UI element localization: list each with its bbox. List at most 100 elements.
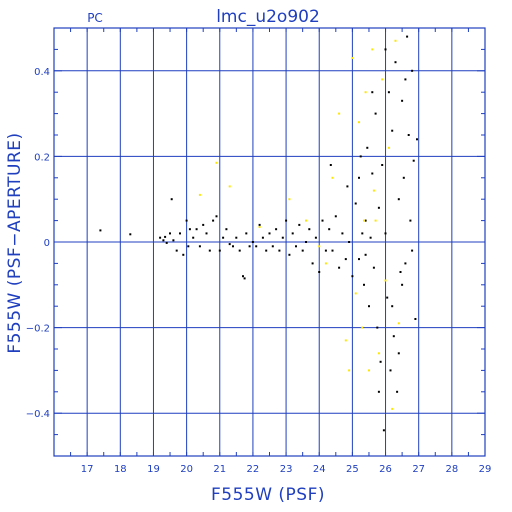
data-point-black (411, 69, 414, 72)
data-point-black (387, 91, 390, 94)
data-point-black (391, 305, 394, 308)
x-tick-label: 26 (379, 464, 392, 475)
x-tick-label: 18 (114, 464, 127, 475)
x-tick-label: 22 (247, 464, 260, 475)
data-point-black (258, 223, 261, 226)
data-point-black (374, 112, 377, 115)
data-point-black (324, 249, 327, 252)
x-tick-label: 20 (180, 464, 193, 475)
data-point-yellow (364, 91, 367, 94)
data-point-black (384, 48, 387, 51)
data-point-black (195, 228, 198, 231)
data-point-black (208, 249, 211, 252)
data-point-black (268, 232, 271, 235)
data-point-black (366, 146, 369, 149)
data-point-black (212, 219, 215, 222)
data-point-black (397, 198, 400, 201)
y-tick-label: 0.2 (34, 152, 50, 163)
data-point-black (344, 258, 347, 261)
data-point-black (301, 249, 304, 252)
x-tick-label: 24 (313, 464, 326, 475)
data-point-black (298, 223, 301, 226)
tick-marks (53, 27, 486, 457)
x-axis-label: F555W (PSF) (211, 485, 325, 505)
data-point-black (198, 245, 201, 248)
data-point-black (170, 198, 173, 201)
data-point-black (202, 223, 205, 226)
data-point-black (412, 159, 415, 162)
data-point-black (285, 219, 288, 222)
data-point-black (225, 228, 228, 231)
data-point-black (271, 245, 274, 248)
data-point-black (99, 229, 102, 232)
data-point-black (169, 232, 171, 235)
data-point-yellow (331, 176, 334, 179)
data-point-yellow (338, 112, 341, 115)
data-point-black (281, 236, 284, 239)
data-point-black (242, 275, 244, 278)
data-point-yellow (258, 226, 261, 228)
data-point-black (341, 232, 344, 235)
data-point-yellow (351, 57, 354, 59)
data-point-yellow (305, 219, 307, 222)
data-point-black (409, 219, 412, 222)
data-point-black (291, 232, 294, 235)
data-point-black (205, 232, 208, 235)
data-point-black (396, 390, 399, 393)
data-point-black (129, 233, 132, 236)
data-point-black (382, 429, 385, 432)
data-point-yellow (371, 48, 374, 51)
data-point-black (248, 245, 251, 248)
data-point-black (238, 249, 241, 252)
data-point-black (358, 258, 360, 261)
data-point-black (377, 390, 380, 393)
data-point-black (187, 245, 190, 248)
data-point-black (404, 262, 407, 265)
x-tick-label: 29 (479, 464, 492, 475)
data-point-black (188, 228, 191, 231)
data-point-black (397, 352, 400, 355)
data-point-yellow (368, 369, 370, 372)
data-point-yellow (361, 326, 364, 329)
x-tick-label: 21 (213, 464, 226, 475)
y-tick-label: 0 (44, 238, 50, 249)
data-point-black (182, 253, 185, 256)
y-axis-label: F555W (PSF−APERTURE) (5, 132, 25, 353)
data-point-black (364, 219, 367, 222)
data-point-black (414, 318, 417, 320)
data-point-black (172, 239, 175, 242)
data-point-yellow (377, 352, 380, 355)
data-point-black (391, 129, 394, 132)
data-point-black (371, 172, 374, 175)
data-point-black (401, 99, 404, 102)
data-point-yellow (228, 185, 231, 188)
data-point-yellow (348, 369, 351, 372)
panel-label: PC (87, 11, 103, 25)
data-point-black (384, 232, 387, 235)
y-tick-labels: −0.4 −0.2 0 0.2 0.4 (26, 67, 50, 420)
data-point-yellow (318, 245, 321, 248)
data-point-black (328, 228, 331, 231)
data-point-black (185, 219, 188, 222)
data-point-black (401, 283, 404, 286)
data-point-yellow (344, 339, 347, 342)
x-tick-label: 25 (346, 464, 359, 475)
data-point-black (308, 228, 311, 231)
data-point-black (394, 61, 397, 64)
data-point-black (358, 176, 360, 179)
data-point-black (261, 236, 264, 239)
y-tick-label: 0.4 (34, 67, 50, 78)
data-point-yellow (387, 146, 390, 149)
y-tick-label: −0.4 (26, 409, 50, 420)
data-point-black (175, 249, 178, 252)
data-points (99, 35, 418, 432)
data-point-black (311, 262, 314, 265)
y-tick-label: −0.2 (26, 324, 50, 335)
data-point-black (368, 305, 370, 308)
data-point-black (255, 245, 258, 248)
data-point-yellow (374, 219, 377, 222)
data-point-black (218, 249, 221, 252)
data-point-black (278, 249, 281, 252)
data-point-yellow (391, 407, 394, 410)
